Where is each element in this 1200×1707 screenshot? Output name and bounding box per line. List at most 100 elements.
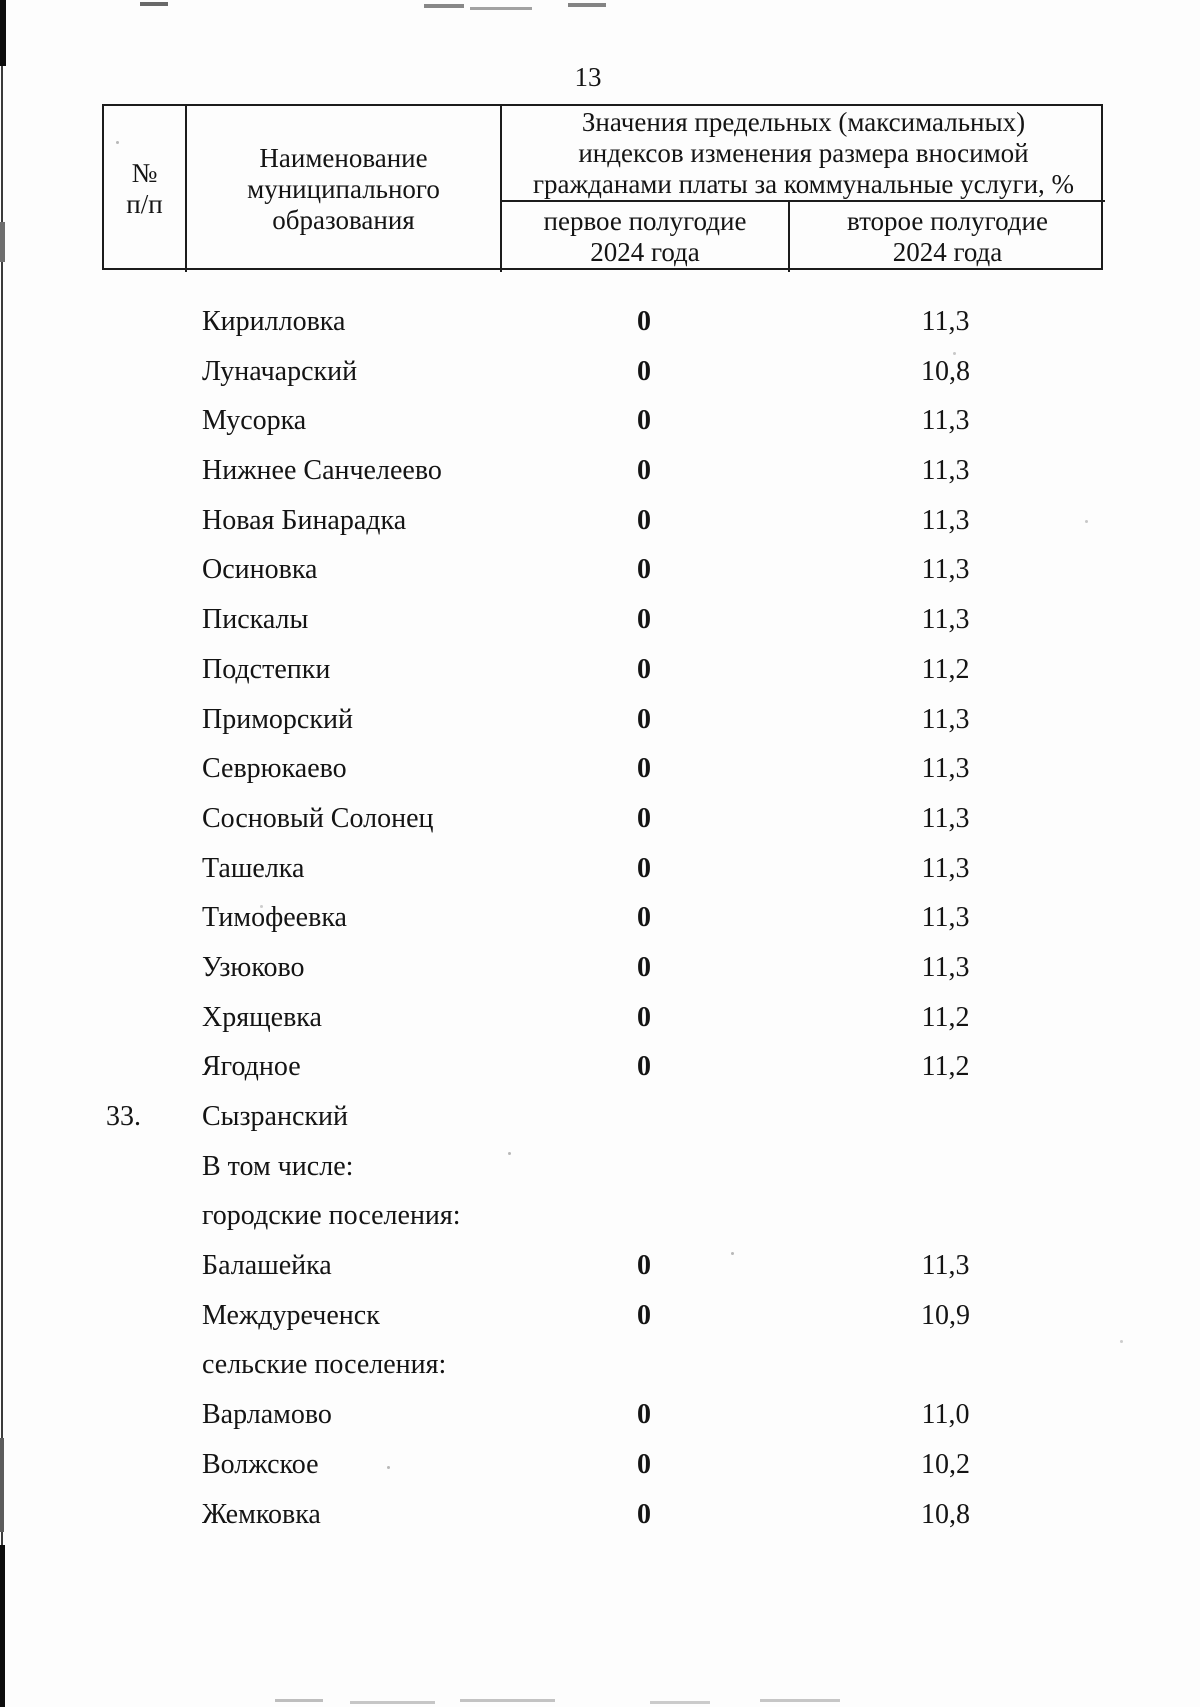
scan-speckle bbox=[650, 1701, 710, 1704]
first-half-value: 0 bbox=[637, 852, 651, 884]
table-row: Осиновка 0 11,3 bbox=[0, 545, 1200, 595]
second-half-value: 11,0 bbox=[921, 1399, 970, 1431]
second-half-value: 11,3 bbox=[921, 753, 970, 785]
municipality-name: Новая Бинарадка bbox=[202, 504, 407, 536]
table-row: Узюково 0 11,3 bbox=[0, 943, 1200, 993]
municipality-name: Приморский bbox=[202, 703, 353, 735]
first-half-value: 0 bbox=[637, 753, 651, 785]
scan-speckle bbox=[350, 1701, 435, 1704]
municipality-name: Тимофеевка bbox=[202, 902, 347, 934]
scan-speckle bbox=[275, 1699, 323, 1702]
table-row: Пискалы 0 11,3 bbox=[0, 595, 1200, 645]
second-half-value: 11,3 bbox=[921, 405, 970, 437]
scan-speckle bbox=[470, 7, 532, 10]
second-half-value: 10,8 bbox=[921, 355, 970, 387]
second-half-value: 11,3 bbox=[921, 306, 970, 337]
municipality-name: Сызранский bbox=[202, 1101, 348, 1132]
header-col-municipality-line3: образования bbox=[272, 204, 415, 235]
table-row: Варламово 0 11,0 bbox=[0, 1390, 1200, 1440]
table-row: Севрюкаево 0 11,3 bbox=[0, 744, 1200, 794]
first-half-value: 0 bbox=[637, 1250, 651, 1282]
header-col-municipality-line1: Наименование bbox=[259, 142, 428, 173]
municipality-name: Жемковка bbox=[202, 1498, 321, 1530]
header-col-index-values-line1: Значения предельных (максимальных) bbox=[581, 106, 1026, 137]
table-row: 33. Сызранский bbox=[0, 1092, 1200, 1142]
second-half-value: 11,3 bbox=[921, 455, 970, 487]
first-half-value: 0 bbox=[637, 653, 651, 685]
second-half-value: 11,3 bbox=[921, 554, 970, 586]
table-body: Кирилловка 0 11,3 Луначарский 0 10,8 Мусорка… bbox=[0, 297, 1200, 1539]
scan-speckle bbox=[424, 4, 464, 8]
first-half-value: 0 bbox=[637, 455, 651, 487]
first-half-value: 0 bbox=[637, 1448, 651, 1480]
table-row: Тимофеевка 0 11,3 bbox=[0, 893, 1200, 943]
first-half-value: 0 bbox=[637, 306, 651, 337]
table-row: Междуреченск 0 10,9 bbox=[0, 1291, 1200, 1341]
municipality-name: Узюково bbox=[202, 951, 305, 983]
header-col-number: № п/п bbox=[104, 106, 187, 272]
second-half-value: 11,3 bbox=[921, 703, 970, 735]
municipality-name: Севрюкаево bbox=[202, 753, 347, 785]
table-row: Луначарский 0 10,8 bbox=[0, 347, 1200, 397]
municipality-name: Кирилловка bbox=[202, 306, 346, 337]
table-row: Подстепки 0 11,2 bbox=[0, 645, 1200, 695]
header-subcol-first-half-line1: первое полугодие bbox=[543, 206, 747, 236]
municipality-name: Варламово bbox=[202, 1399, 332, 1431]
first-half-value: 0 bbox=[637, 802, 651, 834]
second-half-value: 11,3 bbox=[921, 902, 970, 934]
table-row: Ташелка 0 11,3 bbox=[0, 844, 1200, 894]
municipality-name: Ягодное bbox=[202, 1051, 301, 1083]
second-half-value: 11,2 bbox=[921, 1051, 970, 1083]
municipality-name: Волжское bbox=[202, 1448, 319, 1480]
header-col-index-values-line2: индексов изменения размера вносимой bbox=[578, 137, 1029, 168]
header-subcol-first-half-line2: 2024 года bbox=[590, 237, 700, 267]
municipality-name: Подстепки bbox=[202, 653, 331, 685]
table-row: Кирилловка 0 11,3 bbox=[0, 297, 1200, 347]
first-half-value: 0 bbox=[637, 604, 651, 636]
table-row: Приморский 0 11,3 bbox=[0, 695, 1200, 745]
second-half-value: 11,3 bbox=[921, 852, 970, 884]
row-number: 33. bbox=[106, 1101, 141, 1132]
table-row: Хрящевка 0 11,2 bbox=[0, 993, 1200, 1043]
first-half-value: 0 bbox=[637, 1299, 651, 1331]
scan-speckle bbox=[460, 1699, 555, 1702]
first-half-value: 0 bbox=[637, 902, 651, 934]
second-half-value: 10,9 bbox=[921, 1299, 970, 1331]
table-row: Ягодное 0 11,2 bbox=[0, 1042, 1200, 1092]
table-row: Новая Бинарадка 0 11,3 bbox=[0, 496, 1200, 546]
second-half-value: 11,3 bbox=[921, 604, 970, 636]
header-subcol-first-half: первое полугодие 2024 года bbox=[502, 202, 790, 272]
header-subcol-second-half-line1: второе полугодие bbox=[847, 206, 1048, 236]
header-col-number-line1: № bbox=[131, 158, 158, 188]
table-row: Балашейка 0 11,3 bbox=[0, 1241, 1200, 1291]
first-half-value: 0 bbox=[637, 554, 651, 586]
municipality-name: Луначарский bbox=[202, 355, 358, 387]
municipality-name: Ташелка bbox=[202, 852, 305, 884]
scan-edge-line bbox=[0, 222, 5, 262]
municipality-name: Сосновый Солонец bbox=[202, 802, 434, 834]
header-col-number-line2: п/п bbox=[126, 189, 163, 219]
first-half-value: 0 bbox=[637, 1001, 651, 1033]
header-col-index-values-line3: гражданами платы за коммунальные услуги,… bbox=[532, 168, 1075, 199]
municipality-name: Хрящевка bbox=[202, 1001, 322, 1033]
scan-edge-line bbox=[0, 0, 6, 66]
scan-edge-line bbox=[0, 1545, 5, 1707]
second-half-value: 11,2 bbox=[921, 653, 970, 685]
second-half-value: 11,3 bbox=[921, 802, 970, 834]
second-half-value: 11,3 bbox=[921, 951, 970, 983]
first-half-value: 0 bbox=[637, 951, 651, 983]
municipality-name: сельские поселения: bbox=[202, 1349, 447, 1381]
table-row: Мусорка 0 11,3 bbox=[0, 396, 1200, 446]
first-half-value: 0 bbox=[637, 1498, 651, 1530]
second-half-value: 10,8 bbox=[921, 1498, 970, 1530]
table-row: Нижнее Санчелеево 0 11,3 bbox=[0, 446, 1200, 496]
table-row: сельские поселения: bbox=[0, 1340, 1200, 1390]
municipality-name: Нижнее Санчелеево bbox=[202, 455, 442, 487]
municipality-name: Междуреченск bbox=[202, 1299, 380, 1331]
table-row: городские поселения: bbox=[0, 1191, 1200, 1241]
first-half-value: 0 bbox=[637, 1051, 651, 1083]
municipality-name: Мусорка bbox=[202, 405, 307, 437]
municipality-name: В том числе: bbox=[202, 1150, 354, 1182]
scan-speckle bbox=[760, 1699, 840, 1702]
